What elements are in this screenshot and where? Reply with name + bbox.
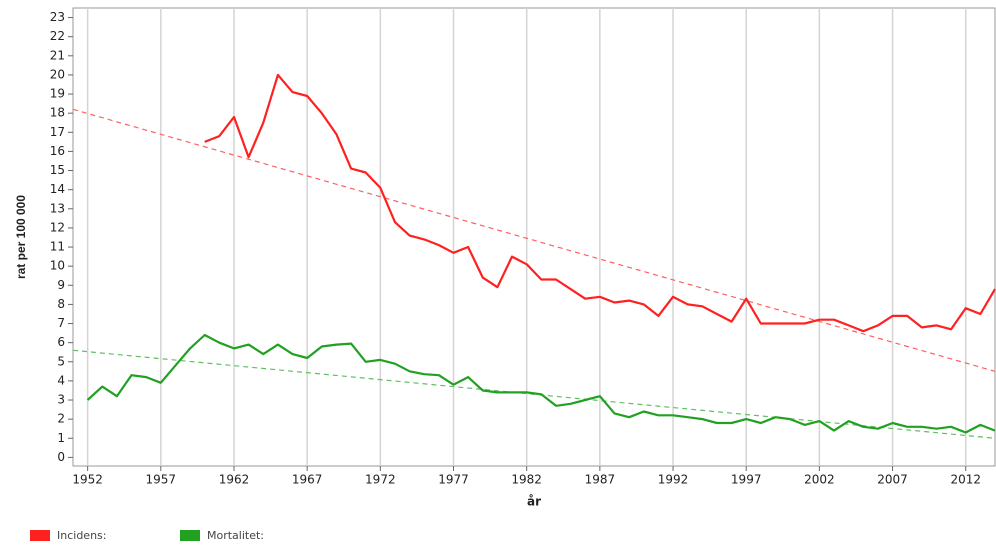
legend-label: Incidens: — [57, 529, 106, 542]
plot-area — [72, 7, 996, 467]
legend-label: Mortalitet: — [207, 529, 264, 542]
y-tick-label: 12 — [50, 220, 65, 234]
y-tick-label: 4 — [57, 373, 65, 387]
trend-line — [72, 108, 996, 372]
y-tick-label: 23 — [50, 10, 65, 24]
y-tick-label: 14 — [50, 182, 65, 196]
x-tick-label: 1982 — [511, 473, 542, 487]
y-tick-label: 22 — [50, 29, 65, 43]
series-line — [86, 333, 996, 434]
x-tick-label: 1992 — [658, 473, 689, 487]
y-tick-label: 2 — [57, 412, 65, 426]
x-tick-label: 2007 — [877, 473, 908, 487]
x-tick-label: 1997 — [731, 473, 762, 487]
x-tick-label: 1952 — [72, 473, 103, 487]
y-tick-label: 6 — [57, 335, 65, 349]
x-tick-label: 1972 — [365, 473, 396, 487]
x-tick-label: 2012 — [950, 473, 981, 487]
y-tick-label: 11 — [50, 240, 65, 254]
y-tick-label: 7 — [57, 316, 65, 330]
legend-swatch — [30, 530, 50, 541]
legend-swatch — [180, 530, 200, 541]
y-axis-label: rat per 100 000 — [14, 195, 28, 279]
x-tick-label: 1977 — [438, 473, 469, 487]
y-tick-label: 17 — [50, 125, 65, 139]
y-tick-label: 19 — [50, 87, 65, 101]
x-tick-label: 1987 — [585, 473, 616, 487]
y-tick-label: 3 — [57, 393, 65, 407]
y-tick-label: 20 — [50, 67, 65, 81]
y-tick-label: 15 — [50, 163, 65, 177]
y-tick-label: 21 — [50, 48, 65, 62]
series-line — [204, 73, 996, 333]
y-tick-label: 5 — [57, 354, 65, 368]
y-tick-label: 1 — [57, 431, 65, 445]
y-tick-label: 13 — [50, 201, 65, 215]
y-tick-label: 9 — [57, 278, 65, 292]
x-tick-label: 1957 — [146, 473, 177, 487]
y-tick-label: 18 — [50, 106, 65, 120]
x-axis-label: år — [527, 495, 541, 509]
y-tick-label: 0 — [57, 450, 65, 464]
y-tick-label: 8 — [57, 297, 65, 311]
x-tick-label: 2002 — [804, 473, 835, 487]
x-tick-label: 1967 — [292, 473, 323, 487]
y-tick-label: 10 — [50, 259, 65, 273]
x-tick-label: 1962 — [219, 473, 250, 487]
y-tick-label: 16 — [50, 144, 65, 158]
